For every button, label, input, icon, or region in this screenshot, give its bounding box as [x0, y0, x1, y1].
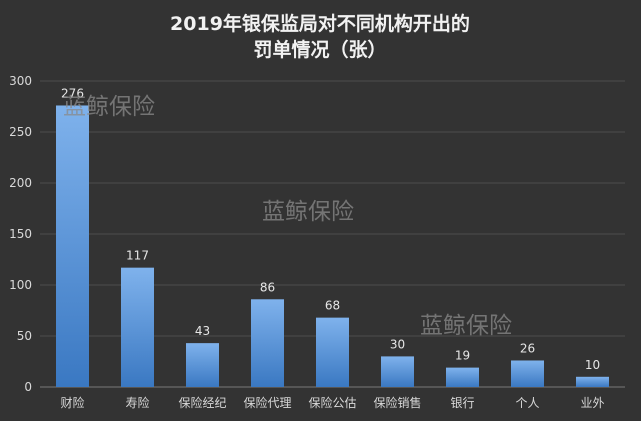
y-tick-label: 50 [17, 329, 32, 343]
x-tick-label: 保险经纪 [178, 395, 226, 410]
data-label: 86 [260, 280, 275, 294]
x-tick-label: 寿险 [125, 395, 149, 410]
data-label: 68 [325, 299, 340, 313]
y-tick-label: 0 [24, 380, 32, 394]
x-tick-label: 保险代理 [243, 395, 291, 410]
bar [576, 376, 609, 387]
data-label: 276 [61, 86, 84, 100]
y-axis-ticks: 0 50 100 150 200 250 300 [9, 74, 32, 394]
x-tick-label: 银行 [450, 396, 474, 410]
y-tick-label: 200 [9, 176, 32, 190]
chart-title-line-2: 罚单情况（张） [253, 38, 386, 61]
bar [446, 367, 479, 387]
chart-title-line-1: 2019年银保监局对不同机构开出的 [170, 12, 470, 35]
data-labels: 276 117 43 86 68 30 19 26 10 [61, 86, 600, 371]
data-label: 26 [520, 341, 535, 355]
data-label: 10 [585, 358, 600, 372]
bars [56, 105, 609, 387]
bar [121, 267, 154, 387]
bar [381, 356, 414, 387]
data-label: 19 [455, 349, 470, 363]
watermark: 蓝鲸保险 [420, 313, 512, 339]
x-tick-label: 保险公估 [308, 395, 356, 410]
y-tick-label: 250 [9, 125, 32, 139]
watermark: 蓝鲸保险 [262, 199, 354, 225]
y-tick-label: 100 [9, 278, 32, 292]
x-tick-label: 保险销售 [373, 395, 421, 410]
y-tick-label: 300 [9, 74, 32, 88]
bar [186, 343, 219, 387]
x-axis-categories: 财险 寿险 保险经纪 保险代理 保险公估 保险销售 银行 个人 业外 [60, 395, 604, 410]
y-tick-label: 150 [9, 227, 32, 241]
bar [251, 299, 284, 387]
bar [316, 317, 349, 387]
x-tick-label: 个人 [515, 396, 539, 410]
x-tick-label: 财险 [60, 395, 84, 410]
watermark: 蓝鲸保险 [63, 94, 155, 120]
data-label: 43 [195, 324, 210, 338]
data-label: 30 [390, 337, 405, 351]
bar [56, 105, 89, 387]
bar [511, 360, 544, 387]
data-label: 117 [126, 249, 149, 263]
x-tick-label: 业外 [580, 396, 604, 410]
